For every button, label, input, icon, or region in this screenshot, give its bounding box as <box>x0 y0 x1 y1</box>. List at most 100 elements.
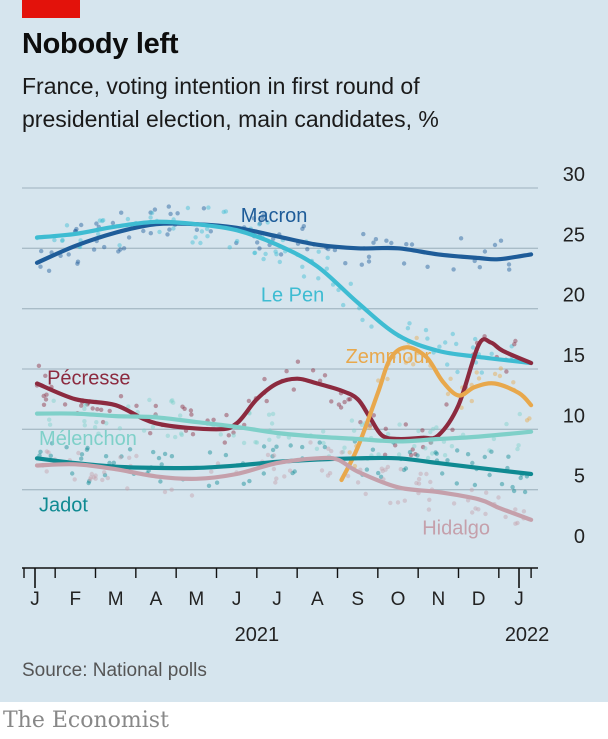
poll-dot <box>270 447 276 453</box>
poll-dot <box>504 421 509 427</box>
poll-dot <box>104 421 109 426</box>
poll-dot <box>261 213 266 218</box>
poll-dot <box>489 351 494 356</box>
year-label-2021: 2021 <box>235 624 280 646</box>
poll-dot <box>147 397 152 403</box>
poll-dot <box>171 400 176 405</box>
poll-dot <box>276 434 281 439</box>
poll-dot <box>327 471 333 476</box>
poll-dot <box>388 500 393 506</box>
poll-dot <box>423 446 428 451</box>
poll-dot <box>513 521 518 526</box>
poll-dot <box>198 240 203 246</box>
poll-dot <box>194 227 200 232</box>
poll-dot <box>325 255 330 260</box>
poll-dot <box>516 443 521 448</box>
poll-dot <box>405 326 411 331</box>
poll-dot <box>88 475 94 480</box>
poll-dot <box>169 399 174 404</box>
poll-dot <box>498 366 503 371</box>
poll-dot <box>324 266 329 271</box>
poll-dot <box>517 411 522 417</box>
poll-dot <box>231 433 236 438</box>
poll-dot <box>215 461 221 466</box>
poll-dot <box>111 460 117 465</box>
poll-dot <box>371 413 376 418</box>
series-line-pecresse <box>34 337 534 442</box>
poll-dot <box>101 218 106 223</box>
poll-dot <box>515 446 520 452</box>
poll-dot <box>166 204 171 209</box>
poll-dot <box>102 472 108 478</box>
poll-dot <box>207 450 213 455</box>
source-note: Source: National polls <box>22 660 207 681</box>
poll-dot <box>127 447 133 452</box>
poll-dot <box>169 487 174 492</box>
poll-dot <box>221 209 226 215</box>
poll-dot <box>189 412 194 417</box>
axes: 0 5 10 15 20 25 30 J F M A M J J A S O N D J 2021 2022 <box>22 164 585 646</box>
poll-dot <box>125 486 130 491</box>
poll-dot <box>169 454 175 459</box>
poll-dot <box>165 433 170 438</box>
poll-dot <box>118 394 124 399</box>
poll-dot <box>149 210 155 216</box>
poll-dot <box>403 422 408 427</box>
poll-dot <box>442 453 448 458</box>
poll-dot <box>257 246 262 251</box>
poll-dot <box>355 480 361 485</box>
poll-dot <box>62 402 68 407</box>
poll-dot <box>99 407 104 412</box>
x-tick-label: F <box>70 589 82 610</box>
poll-dot <box>127 455 132 460</box>
poll-dot <box>94 420 99 425</box>
poll-dot <box>44 469 49 474</box>
poll-dot <box>524 418 530 423</box>
poll-dot <box>199 229 205 234</box>
poll-dot <box>267 437 272 442</box>
poll-dot <box>91 247 97 252</box>
poll-dot <box>379 466 384 471</box>
series-label-pecresse: Pécresse <box>47 368 130 390</box>
poll-dot <box>487 472 492 478</box>
poll-dot <box>189 493 195 498</box>
poll-dot <box>336 402 342 407</box>
poll-dot <box>93 473 98 478</box>
poll-dot <box>179 432 184 438</box>
poll-dot <box>366 254 372 259</box>
poll-dot <box>482 454 487 460</box>
poll-dot <box>321 440 326 446</box>
poll-dot <box>38 264 43 269</box>
poll-dot <box>343 261 348 266</box>
economist-red-tag <box>22 0 80 18</box>
poll-dot <box>211 417 216 422</box>
poll-dot <box>412 444 417 449</box>
poll-dot <box>322 444 328 450</box>
poll-dot <box>60 237 65 243</box>
poll-dot <box>51 398 56 403</box>
poll-dot <box>264 398 269 404</box>
series-label-hidalgo: Hidalgo <box>422 517 490 539</box>
poll-dot <box>79 452 85 457</box>
poll-dot <box>359 422 365 427</box>
poll-dot <box>287 468 293 473</box>
poll-dot <box>506 454 511 459</box>
poll-dot <box>484 490 489 495</box>
poll-dot <box>345 473 351 479</box>
series-line-le-pen <box>34 219 534 366</box>
poll-dot <box>465 452 471 457</box>
series-line-melenchon <box>34 411 534 444</box>
poll-dot <box>125 216 131 222</box>
poll-dot <box>157 229 162 235</box>
poll-dot <box>433 450 438 455</box>
poll-dot <box>134 403 139 408</box>
poll-dot <box>46 450 51 455</box>
poll-dot <box>265 220 270 225</box>
economist-logo: The Economist <box>3 708 169 733</box>
poll-dot <box>415 453 420 458</box>
x-tick-label: N <box>431 589 445 610</box>
poll-dot <box>347 450 352 455</box>
poll-dot <box>209 469 214 474</box>
poll-dot <box>291 387 296 392</box>
poll-dot <box>89 471 95 477</box>
